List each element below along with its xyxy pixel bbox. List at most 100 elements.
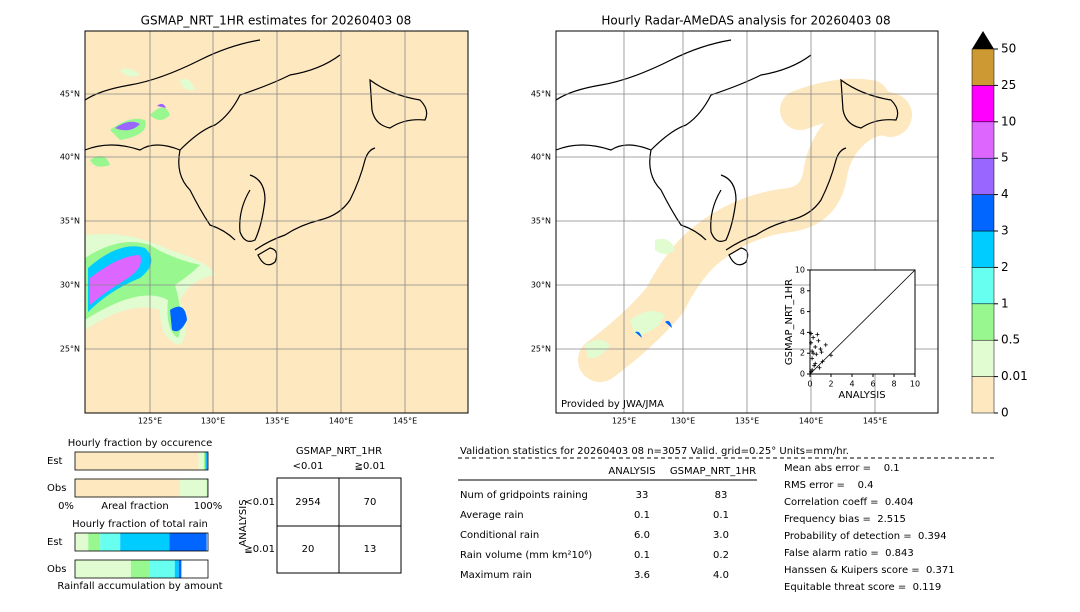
colorbar-label: 0.5 — [1001, 333, 1020, 347]
row-title: ANALYSIS — [238, 499, 249, 546]
axis-label: Areal fraction — [101, 501, 168, 512]
fraction-segment — [130, 560, 150, 578]
point — [815, 332, 820, 337]
score: Correlation coeff = 0.404 — [784, 497, 914, 508]
colorbar-segment — [971, 157, 995, 195]
map-frame — [84, 30, 469, 414]
colorbar-label: 25 — [1001, 78, 1016, 92]
bar-frame — [74, 559, 209, 579]
map-frame — [555, 30, 939, 414]
lon-label: 145°E — [863, 417, 887, 426]
score: Equitable threat score = 0.119 — [784, 582, 941, 593]
row-label: Obs — [47, 483, 66, 494]
y-axis-label: GSMAP_NRT_1HR — [784, 279, 795, 365]
lat-label: 40°N — [60, 153, 80, 162]
point — [809, 340, 814, 345]
map-title: Hourly Radar-AMeDAS analysis for 2026040… — [601, 14, 890, 28]
colorbar-label: 10 — [1001, 114, 1016, 128]
x-tick-label: 6 — [870, 380, 875, 389]
validation-header: Validation statistics for 20260403 08 n=… — [460, 446, 849, 457]
fraction-segment — [149, 560, 175, 578]
fraction-segment — [180, 479, 207, 497]
stat-label: Num of gridpoints raining — [460, 490, 588, 501]
colorbar-segment — [971, 121, 995, 159]
lon-label: 130°E — [201, 417, 225, 426]
colorbar-segment — [971, 267, 995, 305]
lon-label: 135°E — [265, 417, 289, 426]
point — [809, 369, 814, 374]
fraction-segment — [198, 452, 205, 470]
colorbar-label: 3 — [1001, 224, 1009, 238]
fraction-segment — [75, 533, 89, 551]
col-label: ≧0.01 — [355, 461, 386, 472]
stat-value: 6.0 — [634, 530, 650, 541]
x-tick-label: 8 — [891, 380, 896, 389]
row-label: ≧0.01 — [244, 544, 275, 555]
lon-label: 135°E — [735, 417, 759, 426]
colorbar-extend — [972, 31, 994, 49]
coastline — [555, 39, 899, 266]
credit: Provided by JWA/JMA — [561, 399, 664, 410]
point — [829, 353, 833, 358]
score: False alarm ratio = 0.843 — [784, 548, 914, 559]
point — [812, 363, 817, 368]
lat-label: 40°N — [531, 153, 551, 162]
point — [811, 335, 816, 340]
fraction-segment — [75, 479, 181, 497]
fraction-segment — [204, 452, 206, 470]
stat-label: Average rain — [460, 510, 524, 521]
colorbar-segment — [971, 85, 995, 123]
lat-label: 25°N — [531, 345, 551, 354]
axis-label: Rainfall accumulation by amount — [57, 581, 222, 592]
lon-label: 145°E — [393, 417, 417, 426]
colorbar-segment — [971, 230, 995, 268]
x-tick-label: 4 — [849, 380, 854, 389]
fraction-segment — [206, 452, 208, 470]
point — [810, 356, 815, 361]
diagonal — [809, 269, 916, 375]
point — [813, 344, 818, 349]
stat-label: Conditional rain — [460, 530, 539, 541]
col-label: <0.01 — [293, 461, 324, 472]
point — [814, 352, 819, 357]
lon-label: 125°E — [138, 417, 162, 426]
lon-label: 140°E — [799, 417, 823, 426]
stat-label: Maximum rain — [460, 570, 532, 581]
fraction-segment — [178, 560, 182, 578]
y-tick-label: 4 — [800, 328, 805, 337]
fraction-segment — [120, 533, 170, 551]
fraction-segment — [75, 452, 199, 470]
panel-title: Hourly fraction of total rain — [72, 519, 208, 530]
table-title: GSMAP_NRT_1HR — [296, 446, 382, 457]
y-tick-label: 6 — [800, 307, 805, 316]
point — [809, 331, 814, 336]
axis-label: 0% — [58, 501, 74, 512]
column-header: GSMAP_NRT_1HR — [670, 466, 756, 477]
y-tick-label: 0 — [800, 370, 805, 379]
x-axis-label: ANALYSIS — [838, 390, 885, 401]
row-label: Est — [47, 456, 63, 467]
point — [823, 342, 828, 347]
colorbar-label: 5 — [1001, 151, 1009, 165]
colorbar-segment — [971, 339, 995, 377]
map-title: GSMAP_NRT_1HR estimates for 20260403 08 — [141, 14, 412, 28]
score: Mean abs error = 0.1 — [784, 463, 900, 474]
x-tick-label: 10 — [910, 380, 920, 389]
x-tick-label: 0 — [807, 380, 812, 389]
cell: 70 — [364, 497, 377, 508]
fraction-segment — [88, 533, 101, 551]
stat-value: 3.0 — [713, 530, 729, 541]
lat-label: 25°N — [60, 345, 80, 354]
point — [817, 365, 822, 370]
stat-value: 83 — [715, 490, 728, 501]
stat-value: 0.1 — [713, 510, 729, 521]
lat-label: 35°N — [60, 217, 80, 226]
colorbar-label: 0.01 — [1001, 369, 1028, 383]
colorbar-label: 50 — [1001, 42, 1016, 56]
colorbar-segment — [971, 376, 995, 414]
point — [818, 347, 823, 352]
lat-label: 45°N — [531, 90, 551, 99]
lon-label: 130°E — [671, 417, 695, 426]
score: Hanssen & Kuipers score = 0.371 — [784, 565, 955, 576]
row-label: Est — [47, 537, 63, 548]
